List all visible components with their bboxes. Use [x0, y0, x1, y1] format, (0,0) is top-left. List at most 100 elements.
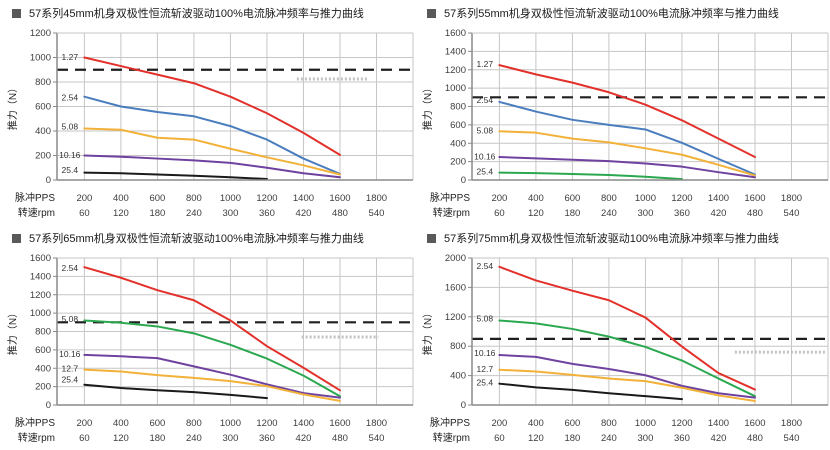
x-row1-header: 脉冲PPS	[430, 416, 470, 429]
x-tick-pps: 600	[564, 193, 580, 204]
x-tick-pps: 800	[601, 418, 617, 429]
x-tick-rpm: 60	[494, 208, 505, 219]
title-bullet-icon	[12, 8, 21, 18]
series-label-5.08: 5.08	[62, 314, 79, 324]
x-row2-header: 转速rpm	[18, 431, 55, 444]
series-line-5.08	[83, 319, 341, 398]
series-line-1.27	[83, 56, 341, 156]
x-tick-rpm: 540	[369, 208, 385, 219]
x-tick-pps: 200	[491, 193, 507, 204]
series-labels: 1.27 2.54 5.08 10.16 25.4	[474, 59, 496, 176]
series-line-5.08	[83, 127, 341, 176]
series-label-25.4: 25.4	[62, 165, 79, 175]
series-curves	[498, 265, 756, 402]
series-line-25.4	[83, 383, 268, 400]
gridlines	[53, 32, 414, 181]
x-tick-pps: 1200	[256, 193, 277, 204]
x-tick-pps: 1200	[256, 418, 277, 429]
y-tick-label: 1200	[30, 290, 51, 301]
y-tick-label: 1400	[445, 46, 466, 57]
series-line-1.27	[498, 64, 756, 159]
y-tick-label: 1000	[445, 83, 466, 94]
y-tick-label: 1200	[30, 28, 51, 39]
y-tick-label: 800	[35, 327, 51, 338]
x-tick-row-pps: 200 400 600 800 1000 1200 1400 1600 1800	[76, 418, 387, 429]
series-label-2.54: 2.54	[477, 261, 494, 271]
series-line-2.54	[83, 266, 341, 392]
series-label-12.7: 12.7	[62, 364, 79, 374]
x-tick-rpm: 180	[564, 208, 580, 219]
series-line-25.4	[498, 171, 683, 181]
y-tick-label: 400	[35, 363, 51, 374]
series-label-5.08: 5.08	[62, 122, 79, 132]
x-tick-rpm: 60	[494, 433, 505, 444]
x-tick-pps: 1400	[708, 418, 729, 429]
series-line-25.4	[83, 171, 268, 181]
series-label-2.54: 2.54	[62, 93, 79, 103]
x-tick-rpm: 120	[528, 433, 544, 444]
title-bullet-icon	[12, 233, 21, 243]
x-tick-pps: 1400	[293, 193, 314, 204]
x-tick-rpm: 420	[296, 208, 312, 219]
chart-title: 57系列45mm机身双极性恒流斩波驱动100%电流脉冲频率与推力曲线	[29, 8, 364, 20]
x-tick-pps: 200	[491, 418, 507, 429]
series-label-10.16: 10.16	[59, 349, 81, 359]
x-row1-header: 脉冲PPS	[15, 416, 55, 429]
x-tick-rpm: 420	[711, 208, 727, 219]
x-tick-pps: 1600	[744, 418, 765, 429]
chart-title-row: 57系列45mm机身双极性恒流斩波驱动100%电流脉冲频率与推力曲线	[12, 5, 364, 21]
x-tick-pps: 1400	[293, 418, 314, 429]
y-tick-label: 2000	[445, 253, 466, 264]
chart-title: 57系列55mm机身双极性恒流斩波驱动100%电流脉冲频率与推力曲线	[444, 8, 779, 20]
x-tick-pps: 1200	[671, 418, 692, 429]
x-tick-pps: 1800	[366, 418, 387, 429]
series-line-10.16	[498, 354, 756, 399]
chart-title: 57系列65mm机身双极性恒流斩波驱动100%电流脉冲频率与推力曲线	[29, 233, 364, 245]
series-label-10.16: 10.16	[474, 348, 496, 358]
x-tick-rpm: 120	[528, 208, 544, 219]
chart-title-row: 57系列65mm机身双极性恒流斩波驱动100%电流脉冲频率与推力曲线	[12, 230, 364, 246]
x-tick-pps: 1800	[366, 193, 387, 204]
y-tick-label: 800	[450, 102, 466, 113]
series-line-5.08	[498, 130, 756, 177]
y-tick-label: 600	[35, 102, 51, 113]
x-tick-rpm: 180	[564, 433, 580, 444]
series-line-10.16	[83, 154, 341, 179]
y-tick-label: 400	[450, 138, 466, 149]
x-tick-rpm: 60	[79, 208, 90, 219]
y-tick-label: 1400	[30, 271, 51, 282]
series-labels: 1.27 2.54 5.08 10.16 25.4	[59, 52, 81, 175]
x-tick-pps: 1600	[329, 193, 350, 204]
x-row1-header: 脉冲PPS	[15, 191, 55, 204]
x-tick-rpm: 120	[113, 433, 129, 444]
y-tick-label: 0	[46, 175, 51, 186]
y-axis-label: 推力（N）	[6, 83, 19, 130]
x-tick-pps: 1600	[329, 418, 350, 429]
x-tick-pps: 1800	[781, 193, 802, 204]
series-line-10.16	[83, 353, 341, 399]
y-tick-label: 200	[35, 151, 51, 162]
series-label-25.4: 25.4	[477, 378, 494, 388]
x-tick-rpm: 360	[674, 433, 690, 444]
x-tick-pps: 1400	[708, 193, 729, 204]
x-tick-pps: 1000	[635, 193, 656, 204]
chart-title-row: 57系列75mm机身双极性恒流斩波驱动100%电流脉冲频率与推力曲线	[427, 230, 779, 246]
x-tick-pps: 400	[528, 193, 544, 204]
y-tick-label: 1600	[445, 282, 466, 293]
series-label-2.54: 2.54	[477, 95, 494, 105]
x-tick-rpm: 240	[186, 433, 202, 444]
y-tick-label: 600	[450, 120, 466, 131]
series-line-2.54	[498, 100, 756, 176]
y-tick-label: 200	[35, 382, 51, 393]
x-tick-pps: 400	[113, 193, 129, 204]
series-label-5.08: 5.08	[477, 125, 494, 135]
x-tick-rpm: 540	[784, 208, 800, 219]
x-tick-pps: 1200	[671, 193, 692, 204]
series-label-10.16: 10.16	[59, 150, 81, 160]
x-tick-pps: 1000	[220, 418, 241, 429]
y-tick-label: 0	[461, 400, 466, 411]
x-tick-rpm: 240	[601, 433, 617, 444]
series-curves	[498, 64, 756, 181]
x-tick-rpm: 180	[149, 208, 165, 219]
